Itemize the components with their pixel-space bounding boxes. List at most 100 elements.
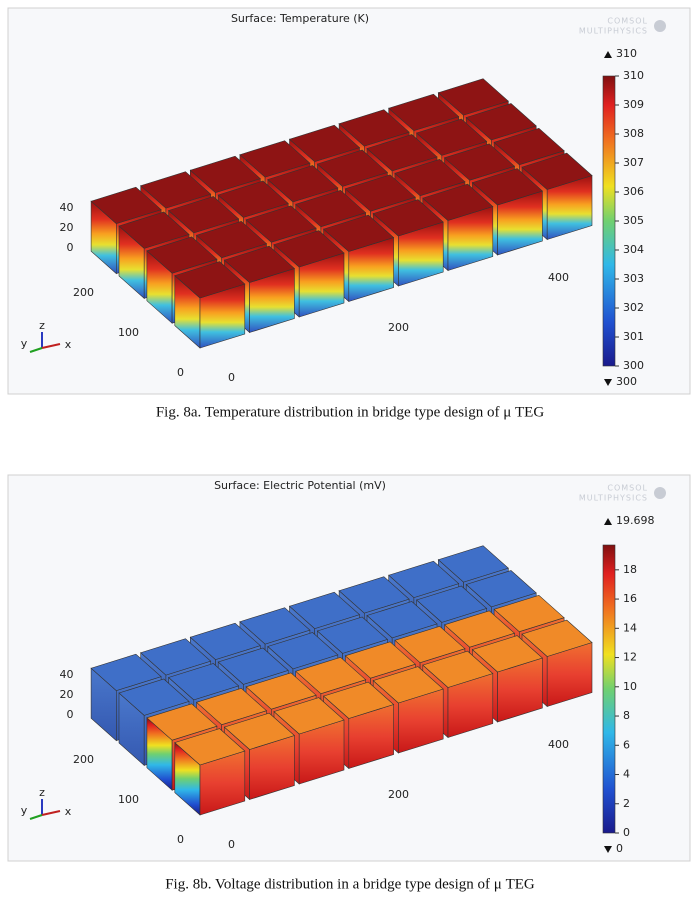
y-tick-label: 0 bbox=[177, 366, 184, 379]
triad-axis bbox=[41, 343, 61, 349]
colorbar-tick-label: 12 bbox=[623, 651, 637, 664]
colorbar-tick-label: 10 bbox=[623, 680, 637, 693]
block-top bbox=[388, 560, 460, 598]
x-tick-label: 0 bbox=[228, 371, 235, 384]
block-top bbox=[273, 697, 345, 735]
block-top bbox=[422, 183, 494, 221]
block-top bbox=[90, 186, 162, 224]
caption: Fig. 8b. Voltage distribution in a bridg… bbox=[165, 876, 535, 892]
colorbar-tick-label: 307 bbox=[623, 156, 644, 169]
triad-axis bbox=[29, 814, 43, 820]
block-top bbox=[245, 672, 317, 710]
block-top bbox=[295, 189, 367, 228]
block-top bbox=[189, 155, 261, 193]
block-top bbox=[168, 196, 240, 234]
block-top bbox=[295, 656, 367, 695]
block-top bbox=[316, 149, 388, 187]
z-tick-label: 0 bbox=[67, 241, 74, 254]
colorbar-tick-label: 301 bbox=[623, 330, 644, 343]
block-top bbox=[521, 152, 593, 190]
y-tick-label: 100 bbox=[118, 326, 139, 339]
block-top bbox=[416, 585, 488, 623]
block-top bbox=[168, 663, 240, 701]
x-tick-label: 200 bbox=[388, 321, 409, 334]
block-top bbox=[422, 650, 494, 688]
x-tick-label: 0 bbox=[228, 838, 235, 851]
z-tick-label: 20 bbox=[60, 221, 74, 234]
logo-line: COMSOL bbox=[607, 484, 648, 493]
block-top bbox=[493, 594, 565, 633]
block-top bbox=[118, 211, 190, 249]
triad-axis bbox=[29, 347, 43, 353]
block-top bbox=[344, 641, 416, 679]
block-top bbox=[372, 199, 444, 237]
block-top bbox=[146, 703, 218, 741]
block-top bbox=[267, 165, 339, 203]
block-top bbox=[239, 607, 311, 645]
block-top bbox=[217, 180, 289, 218]
block-top bbox=[437, 78, 509, 116]
colorbar-tick-label: 308 bbox=[623, 127, 644, 140]
logo-icon bbox=[654, 487, 666, 499]
block-top bbox=[443, 143, 516, 181]
colorbar-tick-label: 16 bbox=[623, 592, 637, 605]
colorbar-tick-label: 309 bbox=[623, 98, 644, 111]
min-marker bbox=[604, 846, 612, 853]
triad-label: y bbox=[21, 804, 28, 817]
block-top bbox=[174, 728, 246, 766]
colorbar-tick-label: 300 bbox=[623, 359, 644, 372]
block-top bbox=[323, 681, 395, 719]
z-tick-label: 40 bbox=[60, 201, 74, 214]
block-top bbox=[118, 678, 190, 716]
x-tick-label: 400 bbox=[548, 738, 569, 751]
block-top bbox=[316, 616, 388, 654]
max-value: 310 bbox=[616, 47, 637, 60]
block-top bbox=[245, 205, 317, 243]
figure: Surface: Temperature (K) COMSOLMULTIPHYSI… bbox=[7, 7, 691, 420]
min-marker bbox=[604, 379, 612, 386]
y-tick-label: 0 bbox=[177, 833, 184, 846]
z-tick-label: 40 bbox=[60, 668, 74, 681]
triad-axis bbox=[41, 810, 61, 816]
block-top bbox=[140, 638, 212, 676]
block-top bbox=[288, 124, 361, 162]
block-top bbox=[471, 168, 543, 206]
triad-label: x bbox=[65, 338, 72, 351]
colorbar-tick-label: 304 bbox=[623, 243, 644, 256]
colorbar-tick-label: 18 bbox=[623, 563, 637, 576]
block-top bbox=[174, 261, 246, 299]
colorbar-tick-label: 305 bbox=[623, 214, 644, 227]
block-top bbox=[338, 576, 410, 614]
triad-label: x bbox=[65, 805, 72, 818]
block-top bbox=[394, 158, 466, 197]
block-top bbox=[140, 171, 212, 209]
max-marker bbox=[604, 51, 612, 58]
y-tick-label: 100 bbox=[118, 793, 139, 806]
x-tick-label: 400 bbox=[548, 271, 569, 284]
plot-title: Surface: Electric Potential (mV) bbox=[214, 479, 386, 492]
colorbar-tick-label: 14 bbox=[623, 621, 637, 634]
figure: Surface: Electric Potential (mV) COMSOLMU… bbox=[7, 474, 691, 892]
max-marker bbox=[604, 518, 612, 525]
logo-line: MULTIPHYSICS bbox=[579, 494, 648, 503]
block-top bbox=[217, 647, 289, 685]
logo-line: MULTIPHYSICS bbox=[579, 27, 648, 36]
block-top bbox=[288, 591, 361, 629]
caption: Fig. 8a. Temperature distribution in bri… bbox=[156, 404, 544, 420]
colorbar-tick-label: 6 bbox=[623, 738, 630, 751]
x-tick-label: 200 bbox=[388, 788, 409, 801]
block-top bbox=[521, 619, 593, 657]
block-top bbox=[416, 118, 488, 156]
block-top bbox=[372, 666, 444, 704]
block-top bbox=[493, 127, 565, 166]
block-top bbox=[146, 236, 218, 274]
block-top bbox=[267, 632, 339, 670]
logo-line: COMSOL bbox=[607, 17, 648, 26]
y-tick-label: 200 bbox=[73, 286, 94, 299]
block-top bbox=[388, 93, 460, 131]
min-value: 300 bbox=[616, 375, 637, 388]
block-top bbox=[195, 220, 268, 259]
max-value: 19.698 bbox=[616, 514, 655, 527]
logo-icon bbox=[654, 20, 666, 32]
